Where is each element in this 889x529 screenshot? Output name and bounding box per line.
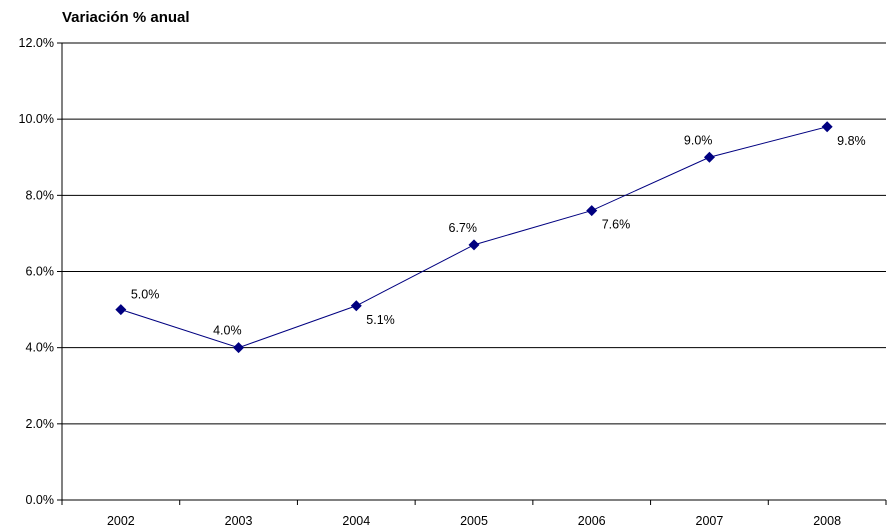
data-point — [586, 205, 598, 217]
y-tick-label: 6.0% — [26, 265, 55, 279]
x-tick-label: 2003 — [225, 514, 253, 528]
y-tick-label: 8.0% — [26, 188, 55, 202]
data-label: 7.6% — [602, 218, 631, 232]
data-label: 9.8% — [837, 134, 866, 148]
data-point — [233, 342, 245, 354]
data-point — [468, 239, 480, 251]
x-tick-label: 2002 — [107, 514, 135, 528]
data-label: 4.0% — [213, 324, 242, 338]
data-label: 6.7% — [449, 221, 478, 235]
x-tick-label: 2008 — [813, 514, 841, 528]
data-point — [115, 304, 127, 316]
y-tick-label: 0.0% — [26, 493, 55, 507]
data-label: 9.0% — [684, 133, 713, 147]
x-tick-label: 2004 — [342, 514, 370, 528]
x-tick-label: 2007 — [696, 514, 724, 528]
y-tick-label: 2.0% — [26, 417, 55, 431]
x-tick-label: 2006 — [578, 514, 606, 528]
y-tick-label: 4.0% — [26, 341, 55, 355]
data-point — [821, 121, 833, 133]
series-line — [120, 126, 828, 349]
data-point — [350, 300, 362, 312]
data-label: 5.1% — [366, 313, 395, 327]
data-point — [703, 151, 715, 163]
x-tick-label: 2005 — [460, 514, 488, 528]
data-label: 5.0% — [131, 288, 160, 302]
chart-title: Variación % anual — [62, 9, 190, 26]
y-tick-label: 12.0% — [19, 36, 54, 50]
y-tick-label: 10.0% — [19, 112, 54, 126]
